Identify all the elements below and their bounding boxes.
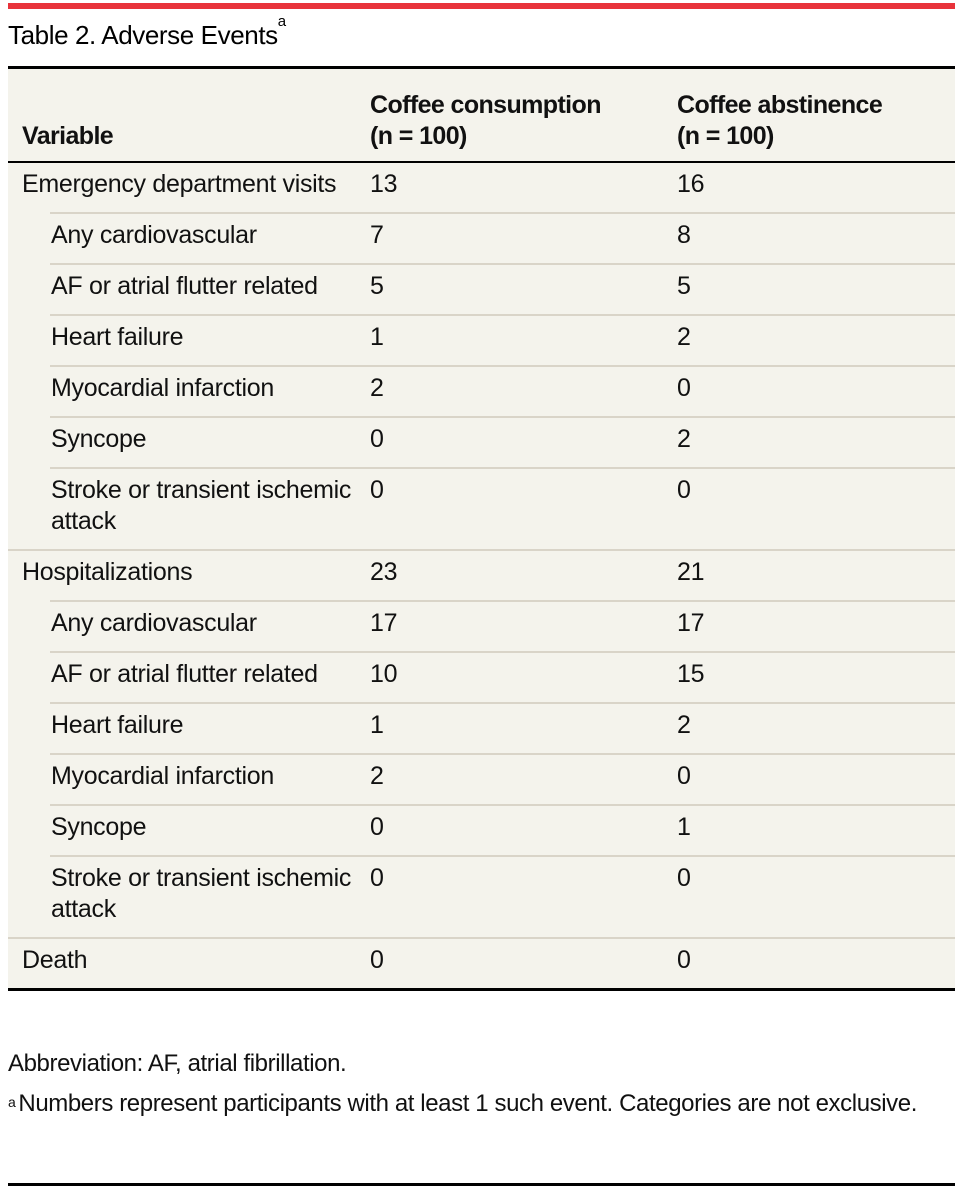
cell-abstinence: 0 [677,365,955,417]
row-label: Stroke or transient ischemic attack [8,855,370,938]
table-title-text: Table 2. Adverse Events [8,20,278,50]
table-title: Table 2. Adverse Eventsa [8,14,286,52]
cell-consumption: 0 [370,855,677,938]
cell-abstinence: 17 [677,600,955,652]
accent-bar [8,3,955,9]
row-label: Emergency department visits [22,170,337,198]
table-header-row: Variable Coffee consumption (n = 100) Cof… [8,69,955,163]
table-row: Heart failure 1 2 [8,314,955,366]
header-coffee-consumption: Coffee consumption (n = 100) [370,69,677,163]
cell-abstinence: 5 [677,263,955,315]
adverse-events-table-container: Variable Coffee consumption (n = 100) Cof… [8,66,955,991]
row-label: AF or atrial flutter related [8,651,370,703]
row-label: Any cardiovascular [8,600,370,652]
table-row: Any cardiovascular 17 17 [8,600,955,652]
table-row: Any cardiovascular 7 8 [8,212,955,264]
table-row: Myocardial infarction 2 0 [8,753,955,805]
table-row: Heart failure 1 2 [8,702,955,754]
cell-consumption: 0 [370,804,677,856]
cell-consumption: 2 [370,365,677,417]
table-body: Emergency department visits 13 16 Any card… [8,162,955,988]
table-row: Hospitalizations 23 21 [8,549,955,601]
cell-abstinence: 0 [677,937,955,988]
cell-abstinence: 15 [677,651,955,703]
row-label: Any cardiovascular [8,212,370,264]
row-label: Heart failure [8,314,370,366]
cell-consumption: 2 [370,753,677,805]
footnote-a: a Numbers represent participants with at … [8,1086,955,1122]
abbreviation-note: Abbreviation: AF, atrial fibrillation. [8,1050,347,1077]
row-label: Heart failure [8,702,370,754]
cell-abstinence: 2 [677,314,955,366]
bottom-rule [8,1183,955,1186]
adverse-events-table: Variable Coffee consumption (n = 100) Cof… [8,69,955,988]
table-row: Myocardial infarction 2 0 [8,365,955,417]
cell-consumption: 0 [370,937,677,988]
row-label: Syncope [8,416,370,468]
cell-consumption: 13 [370,170,398,198]
row-label: Death [8,937,370,988]
table-row: Emergency department visits 13 16 [8,162,955,213]
cell-abstinence: 0 [677,467,955,550]
header-variable: Variable [8,69,370,163]
cell-abstinence: 1 [677,804,955,856]
table-row: Syncope 0 2 [8,416,955,468]
row-label: Myocardial infarction [8,753,370,805]
table-row: AF or atrial flutter related 10 15 [8,651,955,703]
cell-consumption: 17 [370,600,677,652]
cell-consumption: 10 [370,651,677,703]
cell-abstinence: 2 [677,416,955,468]
table-row: Syncope 0 1 [8,804,955,856]
table-row: Death 0 0 [8,937,955,988]
cell-consumption: 5 [370,263,677,315]
footnote-text: Numbers represent participants with at l… [18,1090,917,1117]
cell-abstinence: 8 [677,212,955,264]
row-label: Stroke or transient ischemic attack [8,467,370,550]
table-row: Stroke or transient ischemic attack 0 0 [8,467,955,550]
cell-consumption: 7 [370,212,677,264]
footnote-marker: a [8,1094,16,1110]
cell-consumption: 1 [370,314,677,366]
table-row: Stroke or transient ischemic attack 0 0 [8,855,955,938]
row-label: Myocardial infarction [8,365,370,417]
table-row: AF or atrial flutter related 5 5 [8,263,955,315]
cell-abstinence: 2 [677,702,955,754]
cell-abstinence: 21 [677,549,955,601]
row-label: Syncope [8,804,370,856]
row-label: AF or atrial flutter related [8,263,370,315]
cell-abstinence: 0 [677,753,955,805]
cell-consumption: 23 [370,549,677,601]
cell-abstinence: 16 [677,170,705,198]
cell-consumption: 0 [370,416,677,468]
row-label: Hospitalizations [8,549,370,601]
table-footnotes: Abbreviation: AF, atrial fibrillation. a… [8,1046,955,1122]
header-coffee-abstinence: Coffee abstinence (n = 100) [677,69,955,163]
cell-abstinence: 0 [677,855,955,938]
cell-consumption: 0 [370,467,677,550]
cell-consumption: 1 [370,702,677,754]
title-footnote-marker: a [277,13,286,30]
